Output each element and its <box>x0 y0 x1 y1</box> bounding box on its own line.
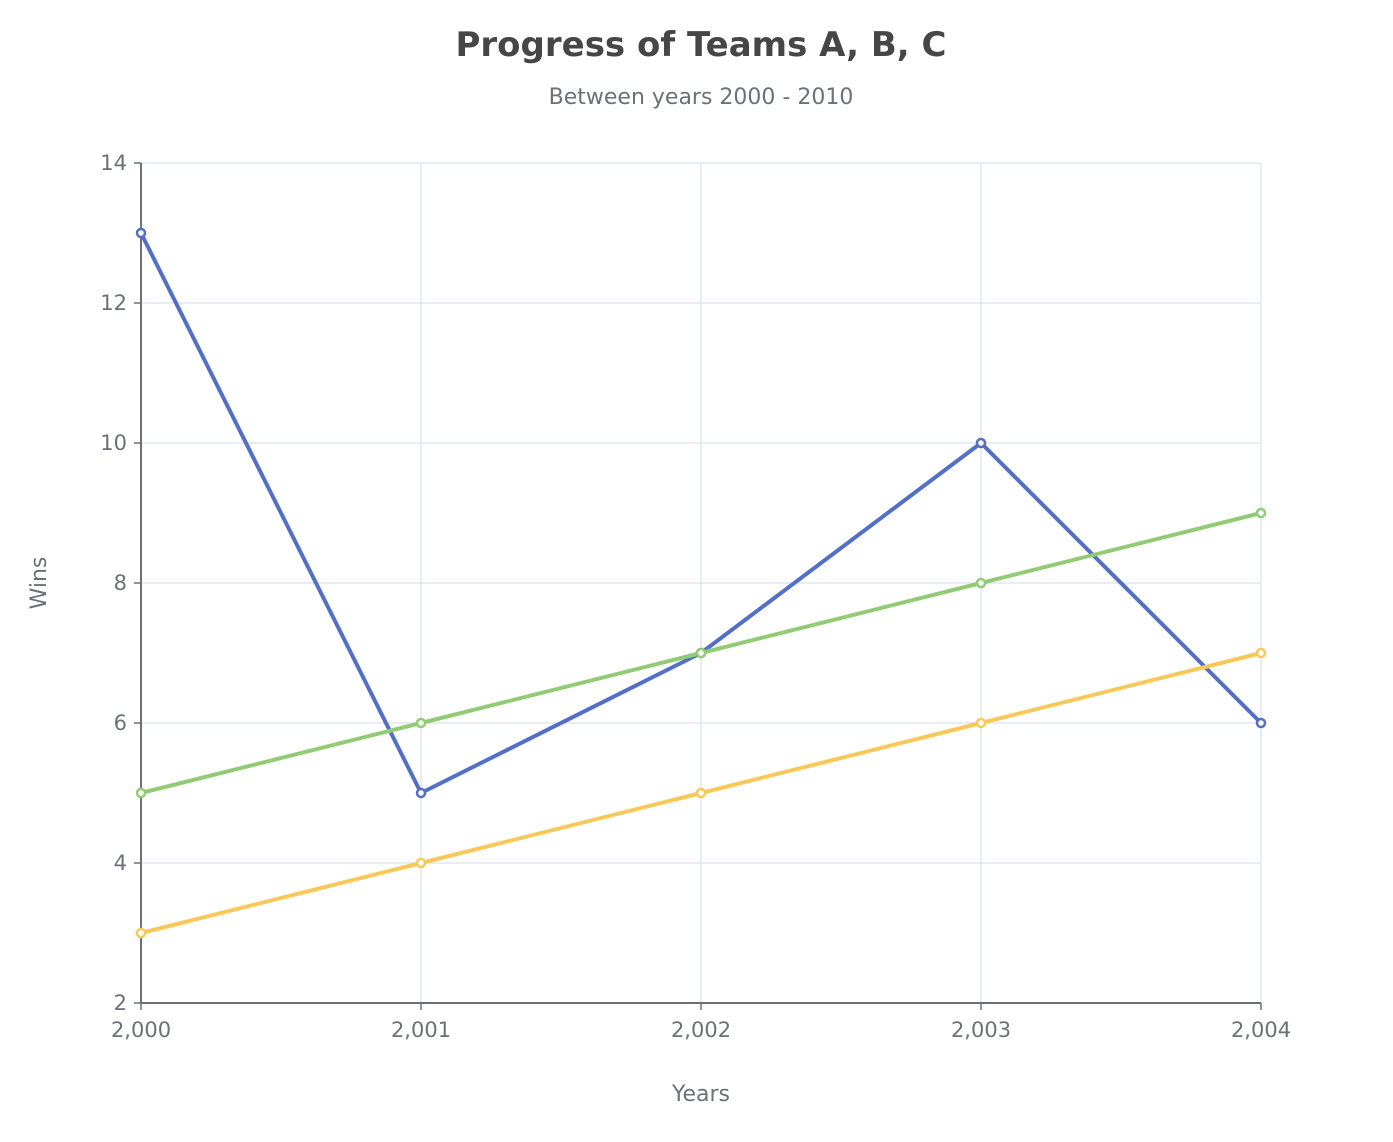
axes: 2 4 6 8 10 12 14 2,000 2,001 2,002 2,003 2,004 <box>100 151 1291 1042</box>
y-axis-title: Wins <box>27 557 52 610</box>
y-tick-label: 12 <box>100 291 127 315</box>
data-point-team-c <box>415 857 427 869</box>
y-tick-label: 14 <box>100 151 127 175</box>
data-point-team-c <box>695 787 707 799</box>
x-tick-label: 2,003 <box>951 1018 1011 1042</box>
chart-title: Progress of Teams A, B, C <box>455 25 946 65</box>
data-point-team-b <box>135 787 147 799</box>
y-tick-label: 6 <box>114 711 127 735</box>
markers-team-b <box>135 507 1267 799</box>
y-tick-label: 10 <box>100 431 127 455</box>
data-point-team-a <box>415 787 427 799</box>
y-tick-label: 4 <box>114 851 127 875</box>
data-point-team-a <box>1255 717 1267 729</box>
x-tick-label: 2,004 <box>1231 1018 1291 1042</box>
data-point-team-b <box>975 577 987 589</box>
data-point-team-b <box>415 717 427 729</box>
x-tick-label: 2,002 <box>671 1018 731 1042</box>
data-point-team-b <box>1255 507 1267 519</box>
series-group <box>135 227 1267 939</box>
grid <box>141 162 1262 1003</box>
data-point-team-b <box>695 647 707 659</box>
data-point-team-c <box>975 717 987 729</box>
data-point-team-a <box>135 227 147 239</box>
y-tick-label: 2 <box>114 991 127 1015</box>
data-point-team-a <box>975 437 987 449</box>
x-tick-label: 2,001 <box>391 1018 451 1042</box>
data-point-team-c <box>135 927 147 939</box>
chart-subtitle: Between years 2000 - 2010 <box>549 85 854 110</box>
y-tick-label: 8 <box>114 571 127 595</box>
x-axis-title: Years <box>671 1082 730 1107</box>
data-point-team-c <box>1255 647 1267 659</box>
markers-team-c <box>135 647 1267 939</box>
x-tick-label: 2,000 <box>111 1018 171 1042</box>
